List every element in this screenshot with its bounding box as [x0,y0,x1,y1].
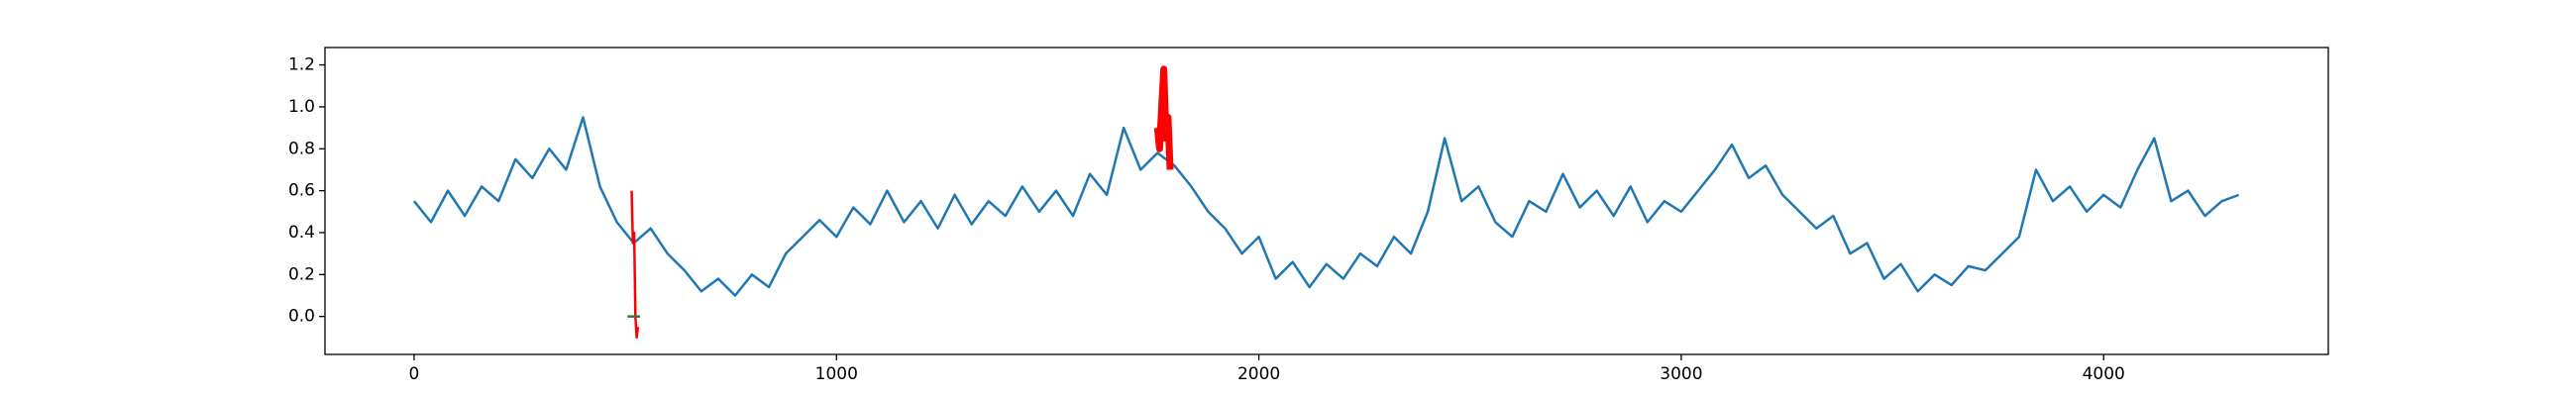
y-tick-label: 1.0 [288,97,315,117]
y-tick-label: 1.2 [288,55,315,75]
plot-frame [324,47,2329,355]
y-tick-label: 0.8 [288,139,315,158]
x-tick-label: 2000 [1237,364,1280,384]
y-tick-label: 0.6 [288,181,315,201]
y-tick-label: 0.4 [288,223,315,243]
data-line [1153,65,1174,170]
x-tick-label: 1000 [815,364,858,384]
data-line [412,116,2240,297]
x-tick-label: 0 [409,364,420,384]
y-tick-label: 0.2 [288,264,315,284]
data-line [630,190,640,340]
x-tick-label: 3000 [1660,364,1702,384]
y-tick-label: 0.0 [288,307,315,327]
x-tick-label: 4000 [2083,364,2125,384]
